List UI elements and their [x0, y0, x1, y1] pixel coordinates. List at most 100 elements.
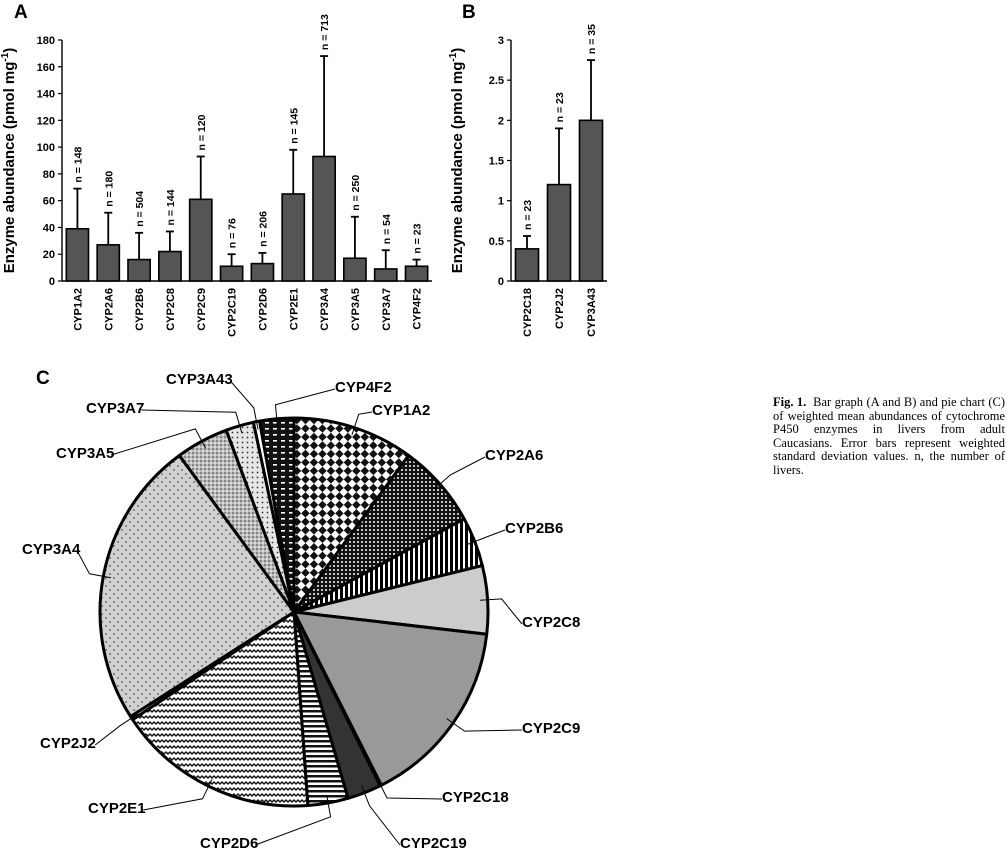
panel-c-letter: C	[36, 368, 50, 389]
x-tick-label: CYP1A2	[72, 288, 84, 331]
leader-line	[255, 795, 332, 846]
n-label: n = 180	[103, 171, 115, 207]
y-tick-label: 140	[37, 89, 55, 101]
n-label: n = 713	[319, 14, 331, 50]
y-tick-label: 160	[37, 62, 55, 74]
leader-line	[76, 550, 111, 579]
bar-cyp2c9	[188, 198, 213, 282]
slice-label: CYP3A4	[22, 541, 81, 558]
y-axis-title: Enzyme abundance (pmol mg-1)	[0, 48, 18, 274]
bar-cyp4f2	[404, 265, 429, 282]
bar-cyp2j2	[546, 183, 572, 282]
bar-cyp2c8	[158, 250, 182, 282]
leader-line	[433, 456, 486, 490]
x-tick-label: CYP2D6	[257, 288, 269, 331]
x-tick-label: CYP4F2	[412, 288, 424, 330]
x-tick-label: CYP2C9	[196, 288, 208, 331]
leader-line	[274, 388, 336, 427]
x-tick-label: CYP2C18	[522, 288, 534, 337]
n-label: n = 23	[412, 223, 424, 253]
y-tick-label: 0.5	[489, 236, 504, 248]
slice-label: CYP2D6	[200, 835, 258, 851]
bar-cyp2c18	[514, 248, 540, 282]
slice-label: CYP2J2	[40, 735, 96, 752]
slice-label: CYP3A43	[166, 371, 233, 388]
x-tick-label: CYP2J2	[554, 288, 566, 329]
slice-label: CYP1A2	[372, 402, 430, 419]
x-tick-label: CYP3A4	[319, 287, 331, 331]
leader-line	[361, 785, 401, 846]
y-axis-title: Enzyme abundance (pmol mg-1)	[448, 48, 466, 274]
bar-cyp2e1	[281, 193, 306, 282]
leader-line	[230, 380, 259, 430]
y-tick-label: 3	[498, 35, 504, 47]
n-label: n = 145	[288, 108, 300, 144]
bar-chart-b: 0 0.5 1 1.5 2 2.5 3 Enzyme abundance (pmol mg-1…	[448, 24, 607, 337]
bar-cyp2c19	[219, 265, 244, 282]
x-tick-label: CYP3A5	[350, 288, 362, 331]
x-tick-label: CYP2A6	[103, 288, 115, 331]
y-tick-label: 2	[498, 115, 504, 127]
y-tick-label: 120	[37, 115, 55, 127]
panel-b-letter: B	[462, 2, 476, 23]
y-tick-label: 2.5	[489, 75, 504, 87]
y-tick-label: 0	[498, 276, 504, 288]
slice-label: CYP2A6	[485, 447, 543, 464]
leader-line	[479, 598, 523, 625]
y-tick-label: 1.5	[489, 156, 504, 168]
bar-cyp3a7	[373, 268, 398, 282]
slice-label: CYP2C19	[400, 835, 467, 851]
x-tick-label: CYP2C19	[227, 288, 239, 337]
n-label: n = 120	[196, 114, 208, 150]
x-tick-label: CYP2C8	[165, 288, 177, 331]
bar-cyp2a6	[96, 244, 121, 282]
slice-label: CYP2C18	[442, 789, 509, 806]
x-tick-label: CYP3A7	[381, 288, 393, 331]
bar-cyp2b6	[127, 258, 151, 282]
y-tick-label: 180	[37, 35, 55, 47]
bar-cyp1a2	[65, 227, 90, 282]
n-label: n = 144	[165, 189, 177, 225]
slice-label: CYP2C8	[522, 614, 580, 631]
n-label: n = 23	[554, 92, 566, 122]
leader-line	[351, 411, 373, 436]
n-label: n = 504	[134, 191, 146, 227]
leader-line	[143, 778, 213, 811]
y-tick-label: 100	[37, 142, 55, 154]
figure-caption: Fig. 1. Bar graph (A and B) and pie char…	[773, 395, 1005, 477]
n-label: n = 23	[522, 200, 534, 230]
y-tick-label: 20	[43, 249, 55, 261]
slice-label: CYP4F2	[335, 379, 392, 396]
y-tick-label: 60	[43, 196, 55, 208]
n-label: n = 35	[586, 24, 598, 54]
y-tick-label: 80	[43, 169, 55, 181]
caption-text: Bar graph (A and B) and pie chart (C) of…	[773, 395, 1005, 477]
panel-a-letter: A	[14, 2, 28, 23]
bar-cyp3a43	[578, 119, 604, 282]
n-label: n = 250	[350, 175, 362, 211]
leader-line	[94, 713, 139, 746]
slice-label: CYP3A5	[56, 445, 114, 462]
x-tick-label: CYP2E1	[288, 288, 300, 330]
bar-cyp3a5	[343, 257, 367, 282]
leader-line	[446, 718, 523, 732]
leader-line	[141, 409, 243, 434]
slice-label: CYP3A7	[86, 400, 144, 417]
n-label: n = 206	[257, 211, 269, 247]
pie-chart-c: CYP1A2 CYP2A6 CYP2B6 CYP2C8 CYP2C9 CYP2C18 CYP…	[22, 371, 580, 851]
leader-line	[467, 529, 506, 545]
bar-cyp2d6	[250, 262, 275, 282]
leader-line	[111, 428, 207, 456]
x-tick-label: CYP3A43	[586, 288, 598, 337]
n-label: n = 76	[227, 218, 239, 248]
slice-label: CYP2C9	[522, 720, 580, 737]
n-label: n = 54	[381, 214, 393, 244]
slice-label: CYP2E1	[88, 800, 146, 817]
y-tick-label: 1	[498, 196, 504, 208]
caption-label: Fig. 1.	[773, 395, 807, 409]
n-label: n = 148	[72, 147, 84, 183]
y-tick-label: 0	[49, 276, 55, 288]
bar-chart-a: 0 20 40 60 80 100 120 140 160 180 Enzyme abundance…	[0, 14, 432, 337]
x-tick-label: CYP2B6	[134, 288, 146, 331]
